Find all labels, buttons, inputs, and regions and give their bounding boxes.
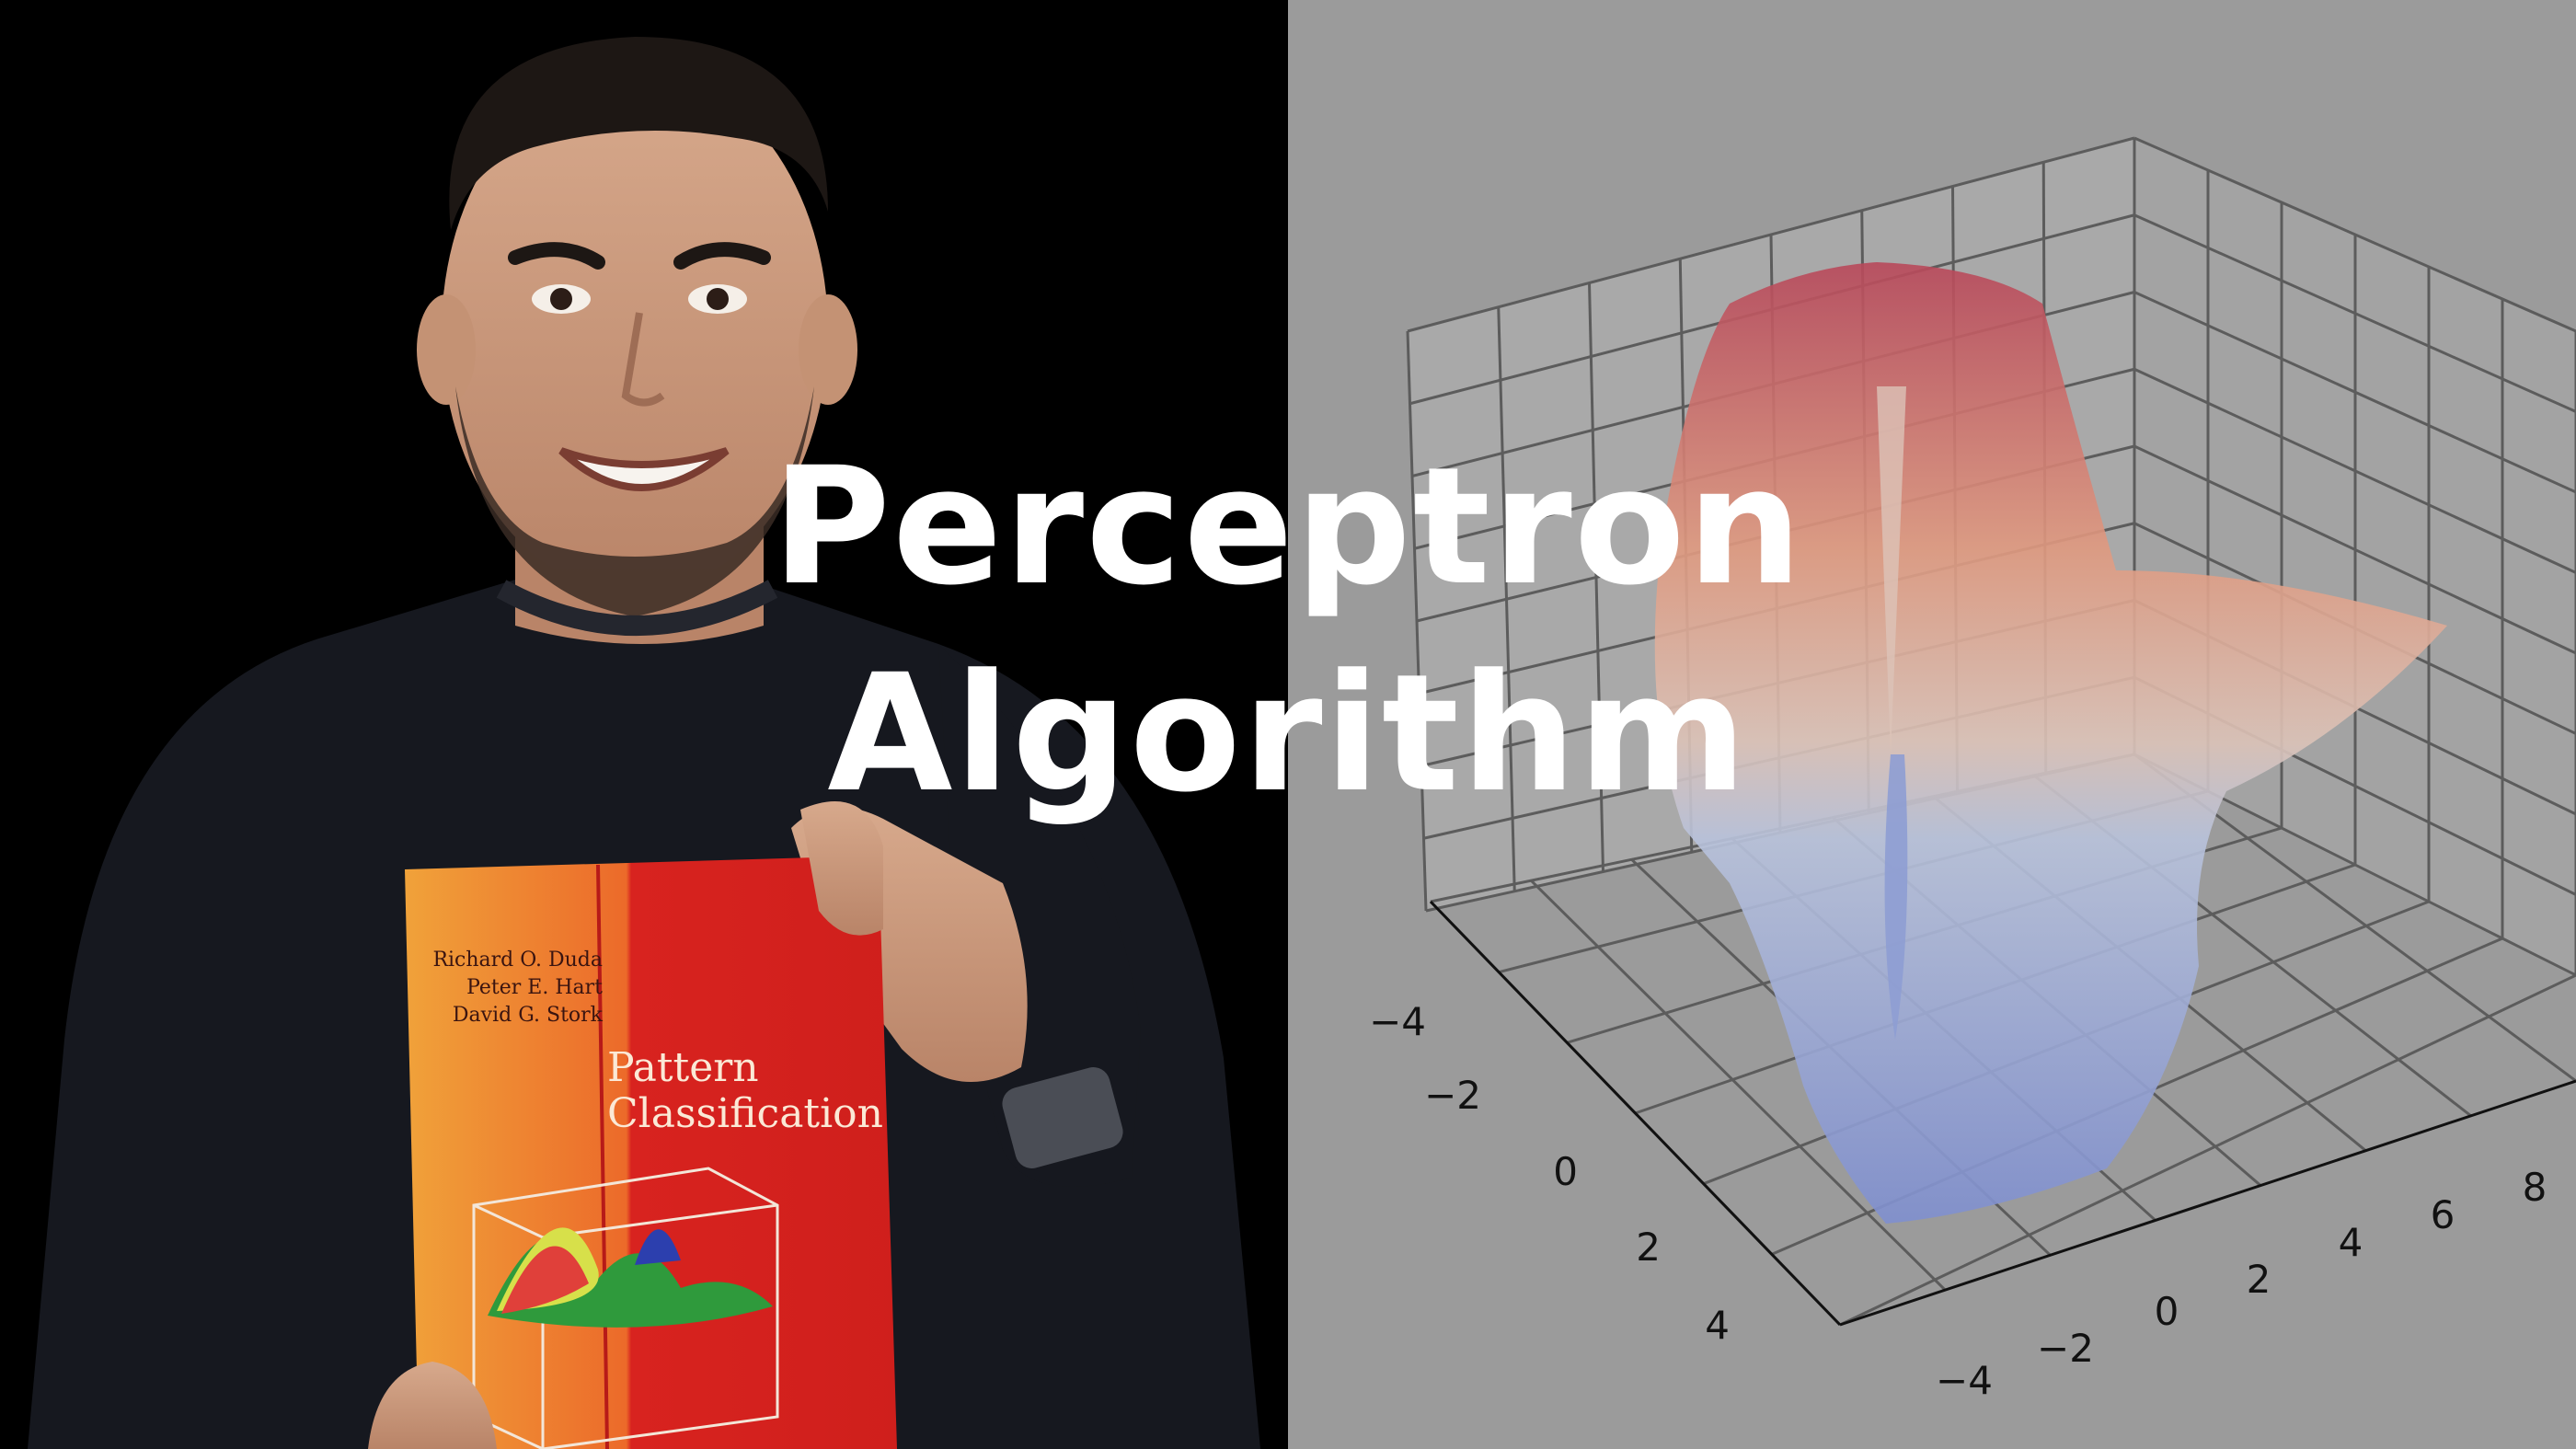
y-axis-line xyxy=(1839,1079,2576,1327)
y-tick-label: −4 xyxy=(1936,1358,1993,1403)
title-line-1: Perceptron xyxy=(772,432,1804,621)
x-axis-line xyxy=(1429,900,1842,1327)
grid-line xyxy=(2133,367,2576,574)
y-tick-label: 4 xyxy=(2339,1220,2363,1265)
title-line-2: Algorithm xyxy=(827,639,1749,828)
book-title-line2: Classification xyxy=(607,1090,883,1137)
grid-line xyxy=(1407,136,2135,333)
y-tick-label: 8 xyxy=(2523,1165,2547,1210)
presenter-illustration: Richard O. Duda Peter E. Hart David G. S… xyxy=(28,37,1260,1449)
y-tick-label: 6 xyxy=(2431,1192,2455,1237)
grid-line xyxy=(2133,213,2576,413)
surface-plot-panel: −4 −2 0 2 4 −4 −2 0 2 4 6 8 xyxy=(1288,0,2576,1449)
grid-line xyxy=(2133,291,2576,494)
book-author-3: David G. Stork xyxy=(453,1004,604,1027)
x-tick-label: 2 xyxy=(1636,1225,1661,1270)
x-tick-label: −2 xyxy=(1424,1073,1481,1118)
book-title-line1: Pattern xyxy=(607,1044,759,1091)
hair xyxy=(449,37,828,230)
presenter-photo: Richard O. Duda Peter E. Hart David G. S… xyxy=(28,37,1260,1449)
y-tick-label: 2 xyxy=(2247,1257,2271,1302)
grid-line xyxy=(2133,444,2576,655)
right-ear xyxy=(799,294,857,405)
left-ear xyxy=(417,294,476,405)
grid-line xyxy=(1530,880,1947,1292)
grid-line xyxy=(1839,973,2576,1327)
surface-mesh xyxy=(1654,262,2447,1224)
grid-line xyxy=(2133,136,2576,333)
watch xyxy=(1002,1067,1123,1168)
book-author-2: Peter E. Hart xyxy=(466,976,603,999)
video-title: Perceptron Algorithm xyxy=(0,423,2576,837)
beard xyxy=(455,386,814,616)
smile xyxy=(558,447,730,491)
x-tick-label: 4 xyxy=(1705,1303,1730,1348)
book-author-1: Richard O. Duda xyxy=(432,949,603,972)
y-tick-label: 0 xyxy=(2155,1289,2179,1334)
x-tick-label: −4 xyxy=(1369,999,1426,1044)
y-tick-label: −2 xyxy=(2037,1326,2094,1371)
x-tick-label: 0 xyxy=(1553,1149,1578,1194)
book-pattern-classification: Richard O. Duda Peter E. Hart David G. S… xyxy=(405,856,897,1449)
